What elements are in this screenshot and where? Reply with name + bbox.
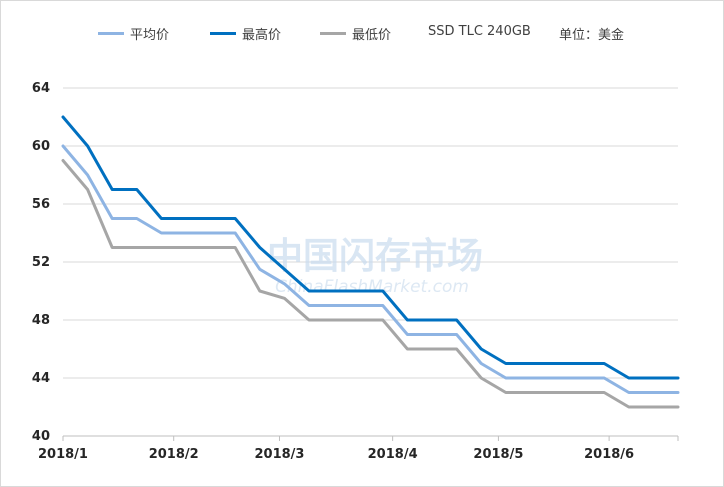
y-tick-label: 48 [32,313,50,328]
product-annotation: SSD TLC 240GB [428,24,531,39]
x-tick-label: 2018/4 [368,447,418,462]
y-tick-label: 44 [32,371,50,386]
legend-label-avg: 平均价 [130,28,170,43]
x-tick-label: 2018/1 [38,447,88,462]
series-line-min [61,159,680,409]
legend-swatch-avg [98,32,124,35]
legend-swatch-min [320,32,346,35]
y-tick-label: 60 [32,139,50,154]
unit-annotation: 单位：美金 [559,28,625,43]
x-tick-label: 2018/6 [584,447,634,462]
y-tick-label: 64 [32,81,50,96]
legend-swatch-max [210,32,236,35]
x-tick-label: 2018/2 [149,447,199,462]
y-tick-label: 52 [32,255,50,270]
legend-item-avg: 平均价 [98,24,169,43]
x-tick-label: 2018/5 [473,447,523,462]
series-line-avg [61,144,680,394]
series-line-max [61,115,680,380]
legend-item-min: 最低价 [320,24,391,43]
legend-label-max: 最高价 [242,28,282,43]
y-tick-label: 40 [32,429,50,444]
legend-label-min: 最低价 [352,28,392,43]
x-tick-label: 2018/3 [254,447,304,462]
legend-item-max: 最高价 [210,24,281,43]
y-tick-label: 56 [32,197,50,212]
watermark-text-cn: 中国闪存市场 [267,236,483,277]
